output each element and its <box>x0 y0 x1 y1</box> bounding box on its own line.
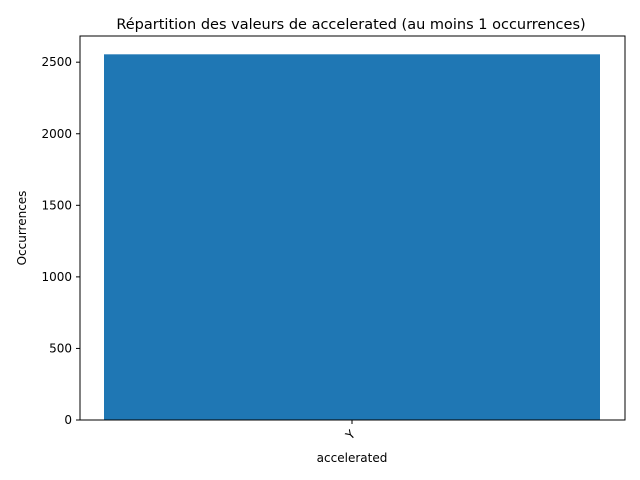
x-tick-label: Y <box>342 427 358 443</box>
y-tick-label: 2000 <box>41 127 72 141</box>
x-axis: Y <box>342 420 359 443</box>
y-tick-label: 1000 <box>41 270 72 284</box>
y-axis-label: Occurrences <box>15 191 29 266</box>
x-axis-label: accelerated <box>317 451 388 465</box>
y-tick-label: 500 <box>49 341 72 355</box>
y-axis: 0 500 1000 1500 2000 2500 <box>41 55 80 427</box>
y-tick-label: 2500 <box>41 55 72 69</box>
plot-area <box>104 54 600 420</box>
plot-frame <box>79 35 626 421</box>
bar-y <box>104 54 600 420</box>
chart-title: Répartition des valeurs de accelerated (… <box>116 17 585 33</box>
y-tick-label: 1500 <box>41 198 72 212</box>
y-tick-label: 0 <box>64 413 72 427</box>
